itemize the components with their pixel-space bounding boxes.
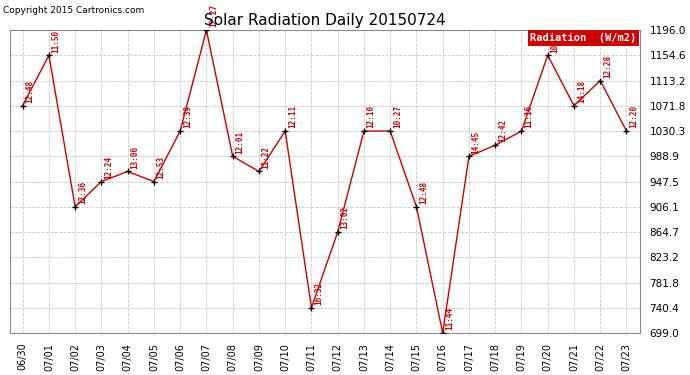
Text: 14:18: 14:18 (577, 80, 586, 103)
Text: Radiation  (W/m2): Radiation (W/m2) (530, 33, 636, 43)
Text: 12:48: 12:48 (420, 181, 428, 204)
Text: 12:20: 12:20 (629, 105, 638, 128)
Text: 12:48: 12:48 (26, 80, 34, 103)
Text: 12:53: 12:53 (157, 156, 166, 179)
Text: 12:36: 12:36 (78, 181, 87, 204)
Text: 11:44: 11:44 (446, 307, 455, 330)
Text: 12:01: 12:01 (235, 130, 244, 153)
Text: 12:42: 12:42 (498, 119, 507, 142)
Text: 16:32: 16:32 (314, 282, 323, 305)
Text: 12:28: 12:28 (603, 55, 612, 78)
Text: 12:10: 12:10 (366, 105, 376, 128)
Text: Copyright 2015 Cartronics.com: Copyright 2015 Cartronics.com (3, 6, 144, 15)
Text: 11:22: 11:22 (262, 146, 270, 169)
Text: 10:27: 10:27 (393, 105, 402, 128)
Text: 10:07: 10:07 (551, 29, 560, 52)
Text: 11:16: 11:16 (524, 105, 533, 128)
Text: 12:39: 12:39 (183, 105, 192, 128)
Text: 11:50: 11:50 (52, 29, 61, 52)
Text: 12:27: 12:27 (209, 4, 218, 27)
Title: Solar Radiation Daily 20150724: Solar Radiation Daily 20150724 (204, 12, 445, 27)
Text: 13:06: 13:06 (130, 146, 139, 169)
Text: 14:45: 14:45 (472, 130, 481, 153)
Text: 12:24: 12:24 (104, 156, 113, 179)
Text: 12:11: 12:11 (288, 105, 297, 128)
Text: 13:02: 13:02 (340, 206, 349, 229)
